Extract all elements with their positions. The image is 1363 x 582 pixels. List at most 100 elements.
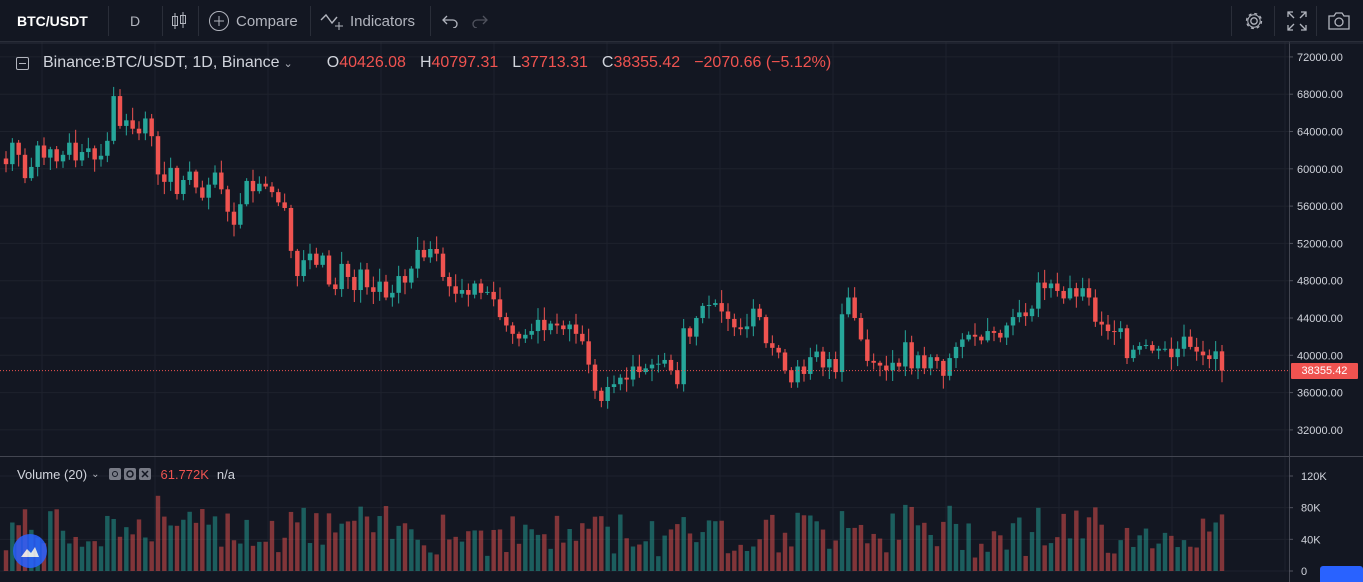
candle-body — [782, 352, 788, 371]
volume-bar — [1055, 537, 1060, 571]
chart-area[interactable]: 72000.00 68000.00 64000.00 60000.00 56000.00… — [0, 42, 1363, 582]
symbol-legend: Binance:BTC/USDT, 1D, Binance ⌄ O 40426.0… — [16, 53, 831, 73]
snapshot-button[interactable] — [1324, 0, 1354, 42]
collapse-icon[interactable] — [16, 56, 29, 70]
undo-button[interactable] — [438, 0, 460, 42]
close-icon[interactable] — [139, 468, 152, 480]
candle-body — [504, 317, 509, 326]
candle-body — [339, 263, 344, 290]
volume-bar — [1131, 546, 1136, 571]
volume-bar — [770, 514, 775, 571]
scroll-to-realtime-button[interactable] — [1320, 566, 1363, 582]
candle-body — [1169, 348, 1174, 358]
chart-style-button[interactable] — [162, 0, 196, 42]
toolbar-divider — [1316, 6, 1317, 36]
candle-body — [656, 363, 661, 365]
volume-bar — [1004, 549, 1009, 571]
volume-bar — [548, 548, 553, 571]
candle-body — [1118, 328, 1123, 332]
volume-bar — [858, 524, 864, 571]
interval-button[interactable]: D — [118, 0, 152, 42]
volume-bar — [934, 546, 940, 571]
candle-body — [884, 365, 889, 371]
volume-bar — [561, 542, 566, 571]
volume-bar — [1023, 555, 1028, 571]
candle-body — [757, 308, 762, 318]
volume-bar — [364, 516, 370, 571]
candle-body — [168, 167, 173, 182]
candle-body — [1048, 283, 1054, 289]
price-tick-label: 40000.00 — [1297, 350, 1343, 362]
candle-body — [390, 292, 395, 298]
volume-bar — [757, 539, 762, 571]
candle-body — [991, 331, 997, 333]
volume-bar — [852, 527, 857, 571]
volume-bar — [915, 525, 921, 571]
price-tick-label: 52000.00 — [1297, 238, 1343, 250]
volume-bar — [877, 538, 883, 571]
volume-bar — [124, 527, 129, 571]
volume-bar — [117, 536, 123, 571]
candle-body — [377, 281, 382, 292]
candle-body — [1124, 328, 1130, 359]
compare-button[interactable]: Compare — [206, 0, 306, 42]
candle-body — [877, 362, 883, 366]
volume-bar — [269, 520, 275, 571]
candle-body — [1194, 346, 1199, 352]
candle-body — [124, 120, 129, 126]
gear-icon[interactable] — [124, 468, 137, 480]
candle-body — [1055, 283, 1060, 291]
volume-title[interactable]: Volume (20) — [17, 466, 88, 482]
candle-body — [1093, 297, 1098, 322]
candle-body — [554, 323, 560, 326]
candle-body — [580, 333, 585, 342]
volume-bar — [383, 506, 389, 571]
candle-body — [687, 328, 693, 337]
volume-bar — [960, 549, 965, 571]
candle-body — [73, 142, 78, 161]
volume-bar — [1080, 538, 1085, 571]
volume-bar — [339, 523, 344, 571]
volume-bar — [314, 513, 319, 571]
candle-body — [972, 334, 978, 337]
eye-icon[interactable] — [109, 468, 122, 480]
volume-bar — [54, 509, 59, 571]
candle-body — [136, 128, 142, 134]
candle-body — [60, 154, 66, 162]
symbol-search-button[interactable]: BTC/USDT — [0, 0, 108, 42]
candle-body — [770, 343, 775, 348]
legend-title[interactable]: Binance:BTC/USDT, 1D, Binance — [43, 54, 280, 71]
chevron-down-icon[interactable]: ⌄ — [283, 57, 293, 70]
volume-bar — [421, 545, 427, 571]
volume-bar — [231, 540, 237, 571]
volume-bar — [1074, 510, 1079, 571]
volume-bar — [472, 530, 477, 571]
volume-tick-label: 40K — [1301, 534, 1321, 546]
candle-body — [440, 253, 446, 277]
volume-bar — [808, 515, 813, 571]
candle-body — [1004, 325, 1009, 338]
chevron-down-icon[interactable]: ⌄ — [91, 468, 100, 480]
candle-body — [599, 390, 604, 401]
candle-body — [523, 334, 528, 339]
volume-bar — [352, 520, 357, 571]
volume-bar — [871, 533, 876, 571]
volume-bar — [662, 535, 667, 571]
redo-button[interactable] — [470, 0, 492, 42]
price-axis[interactable]: 72000.00 68000.00 64000.00 60000.00 56000.00… — [1289, 52, 1343, 578]
volume-tick-label: 120K — [1301, 471, 1327, 483]
volume-bar — [219, 546, 224, 571]
candle-body — [567, 324, 572, 330]
volume-bar — [713, 521, 718, 571]
volume-ma-value: n/a — [216, 466, 235, 482]
volume-bar — [656, 556, 661, 571]
volume-bar — [282, 537, 287, 571]
tradingview-logo[interactable] — [13, 534, 47, 568]
indicators-button[interactable]: Indicators — [318, 0, 430, 42]
volume-bar — [1213, 522, 1218, 571]
fullscreen-button[interactable] — [1283, 0, 1311, 42]
volume-bar — [1169, 535, 1174, 571]
volume-bar — [402, 523, 408, 571]
settings-button[interactable] — [1240, 0, 1268, 42]
volume-bar — [801, 515, 807, 571]
